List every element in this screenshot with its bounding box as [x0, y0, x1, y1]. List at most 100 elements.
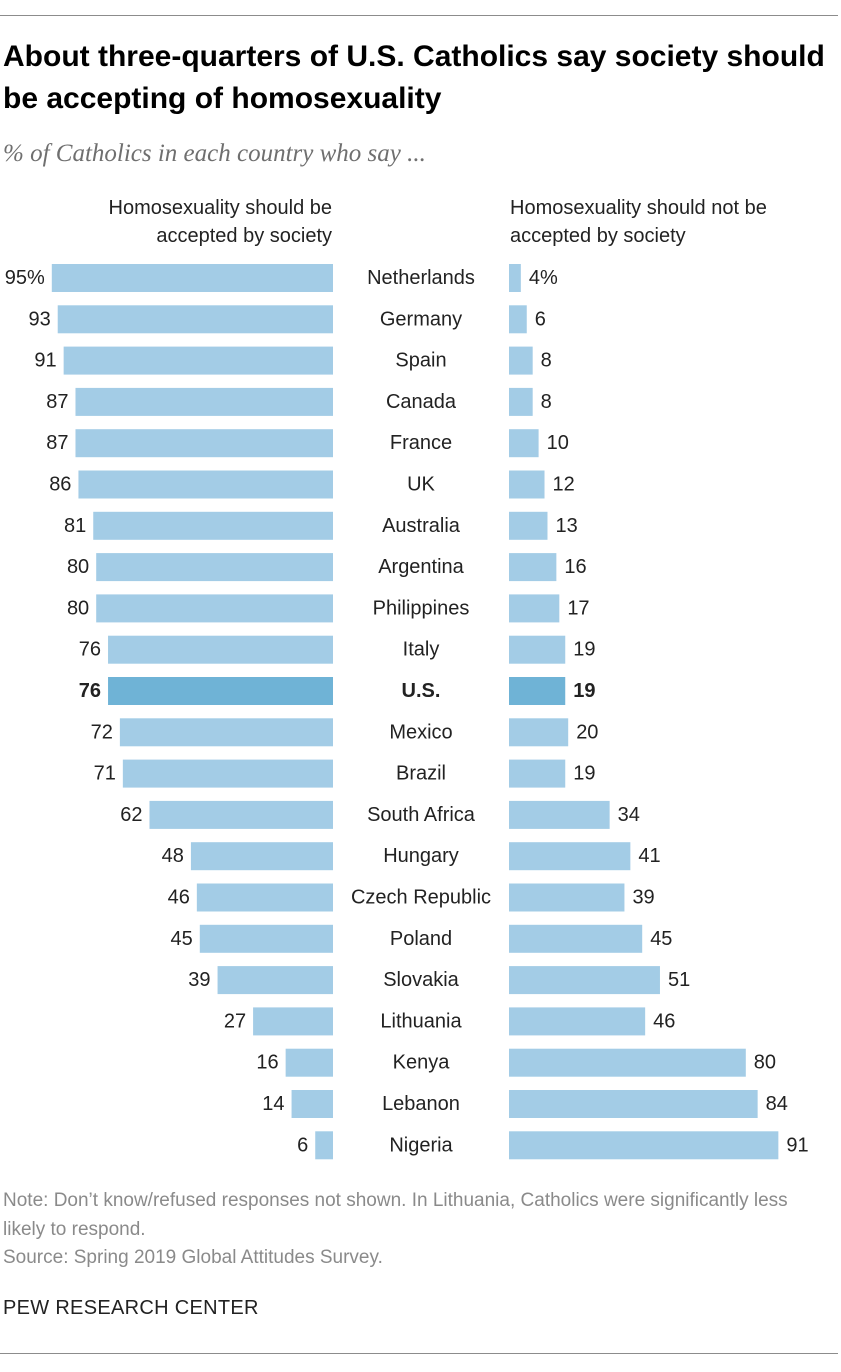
- label-accepted-mexico: 72: [91, 721, 113, 743]
- bar-not-accepted-south-africa: [509, 800, 610, 829]
- category-label-france: France: [390, 432, 452, 454]
- bar-not-accepted-u-s: [509, 677, 566, 705]
- label-not-accepted-south-africa: 34: [618, 804, 640, 826]
- bar-not-accepted-lebanon: [509, 1090, 758, 1118]
- category-label-lithuania: Lithuania: [380, 1010, 462, 1032]
- bar-accepted-france: [75, 429, 333, 458]
- category-label-czech-republic: Czech Republic: [351, 887, 491, 909]
- bar-not-accepted-kenya: [509, 1048, 746, 1077]
- top-rule: [0, 15, 838, 16]
- bar-accepted-kenya: [285, 1048, 333, 1077]
- bar-accepted-germany: [57, 305, 333, 334]
- label-not-accepted-france: 10: [547, 432, 569, 454]
- bar-accepted-lithuania: [253, 1007, 333, 1036]
- label-not-accepted-philippines: 17: [567, 597, 589, 619]
- label-accepted-kenya: 16: [256, 1052, 278, 1074]
- label-accepted-brazil: 71: [94, 763, 116, 785]
- label-not-accepted-brazil: 19: [573, 763, 595, 785]
- label-accepted-netherlands: 95%: [5, 267, 45, 289]
- label-accepted-czech-republic: 46: [168, 887, 190, 909]
- bar-not-accepted-czech-republic: [509, 883, 625, 912]
- bar-accepted-hungary: [190, 842, 333, 871]
- bar-accepted-australia: [93, 511, 334, 540]
- label-accepted-poland: 45: [171, 928, 193, 950]
- label-accepted-argentina: 80: [67, 556, 89, 578]
- category-label-argentina: Argentina: [378, 556, 464, 578]
- category-label-nigeria: Nigeria: [389, 1134, 453, 1156]
- bar-not-accepted-nigeria: [509, 1131, 779, 1160]
- label-accepted-lithuania: 27: [224, 1010, 246, 1032]
- label-not-accepted-mexico: 20: [576, 721, 598, 743]
- bar-accepted-spain: [63, 346, 333, 375]
- label-accepted-nigeria: 6: [297, 1134, 308, 1156]
- label-accepted-south-africa: 62: [120, 804, 142, 826]
- category-label-mexico: Mexico: [389, 721, 452, 743]
- label-accepted-u-s: 76: [79, 680, 101, 702]
- label-not-accepted-poland: 45: [650, 928, 672, 950]
- legend-not-accepted-line-1: Homosexuality should not be: [510, 197, 767, 219]
- label-not-accepted-nigeria: 91: [786, 1134, 808, 1156]
- label-accepted-hungary: 48: [162, 845, 184, 867]
- label-accepted-australia: 81: [64, 515, 86, 537]
- legend-not-accepted: Homosexuality should not be accepted by …: [510, 194, 767, 250]
- bar-accepted-poland: [199, 924, 333, 953]
- bar-accepted-u-s: [108, 677, 333, 705]
- bar-not-accepted-spain: [509, 346, 533, 375]
- label-not-accepted-australia: 13: [555, 515, 577, 537]
- category-label-philippines: Philippines: [373, 597, 470, 619]
- label-accepted-uk: 86: [49, 474, 71, 496]
- bar-not-accepted-philippines: [509, 594, 560, 623]
- label-not-accepted-spain: 8: [541, 350, 552, 372]
- category-label-poland: Poland: [390, 928, 452, 950]
- bar-accepted-netherlands: [51, 264, 334, 292]
- label-not-accepted-slovakia: 51: [668, 969, 690, 991]
- legend-accepted-line-2: accepted by society: [156, 225, 332, 247]
- label-not-accepted-italy: 19: [573, 639, 595, 661]
- bar-not-accepted-italy: [509, 635, 566, 664]
- bar-not-accepted-lithuania: [509, 1007, 646, 1036]
- label-not-accepted-canada: 8: [541, 391, 552, 413]
- notes: Note: Don’t know/refused responses not s…: [3, 1187, 803, 1273]
- category-label-netherlands: Netherlands: [367, 267, 475, 289]
- bottom-rule: [0, 1353, 838, 1354]
- bar-not-accepted-slovakia: [509, 966, 660, 995]
- label-not-accepted-netherlands: 4%: [529, 267, 558, 289]
- chart-subtitle: % of Catholics in each country who say .…: [3, 140, 426, 167]
- category-label-hungary: Hungary: [383, 845, 459, 867]
- label-accepted-slovakia: 39: [188, 969, 210, 991]
- source-text: Source: Spring 2019 Global Attitudes Sur…: [3, 1247, 383, 1268]
- label-accepted-germany: 93: [28, 308, 50, 330]
- category-label-south-africa: South Africa: [367, 804, 476, 826]
- label-not-accepted-uk: 12: [553, 474, 575, 496]
- bar-not-accepted-canada: [509, 387, 533, 416]
- note-text: Note: Don’t know/refused responses not s…: [3, 1190, 788, 1240]
- bar-not-accepted-netherlands: [509, 264, 521, 292]
- label-not-accepted-germany: 6: [535, 308, 546, 330]
- label-accepted-france: 87: [46, 432, 68, 454]
- bar-not-accepted-argentina: [509, 553, 557, 582]
- bar-not-accepted-poland: [509, 924, 643, 953]
- bar-accepted-uk: [78, 470, 333, 499]
- category-label-spain: Spain: [395, 350, 446, 372]
- bar-accepted-italy: [108, 635, 333, 664]
- bar-not-accepted-brazil: [509, 759, 566, 788]
- bar-accepted-argentina: [96, 553, 333, 582]
- bar-accepted-lebanon: [291, 1090, 333, 1118]
- bar-accepted-south-africa: [149, 800, 333, 829]
- category-label-slovakia: Slovakia: [383, 969, 459, 991]
- chart-title: About three-quarters of U.S. Catholics s…: [3, 40, 825, 115]
- bar-accepted-nigeria: [315, 1131, 333, 1160]
- bar-accepted-mexico: [119, 718, 333, 747]
- label-not-accepted-kenya: 80: [754, 1052, 776, 1074]
- category-label-lebanon: Lebanon: [382, 1093, 460, 1115]
- category-label-uk: UK: [407, 474, 435, 496]
- label-accepted-lebanon: 14: [262, 1093, 284, 1115]
- category-label-australia: Australia: [382, 515, 461, 537]
- label-not-accepted-lithuania: 46: [653, 1010, 675, 1032]
- label-accepted-italy: 76: [79, 639, 101, 661]
- legend-accepted: Homosexuality should be accepted by soci…: [109, 194, 332, 250]
- label-not-accepted-argentina: 16: [564, 556, 586, 578]
- category-label-italy: Italy: [403, 639, 440, 661]
- bar-accepted-czech-republic: [196, 883, 333, 912]
